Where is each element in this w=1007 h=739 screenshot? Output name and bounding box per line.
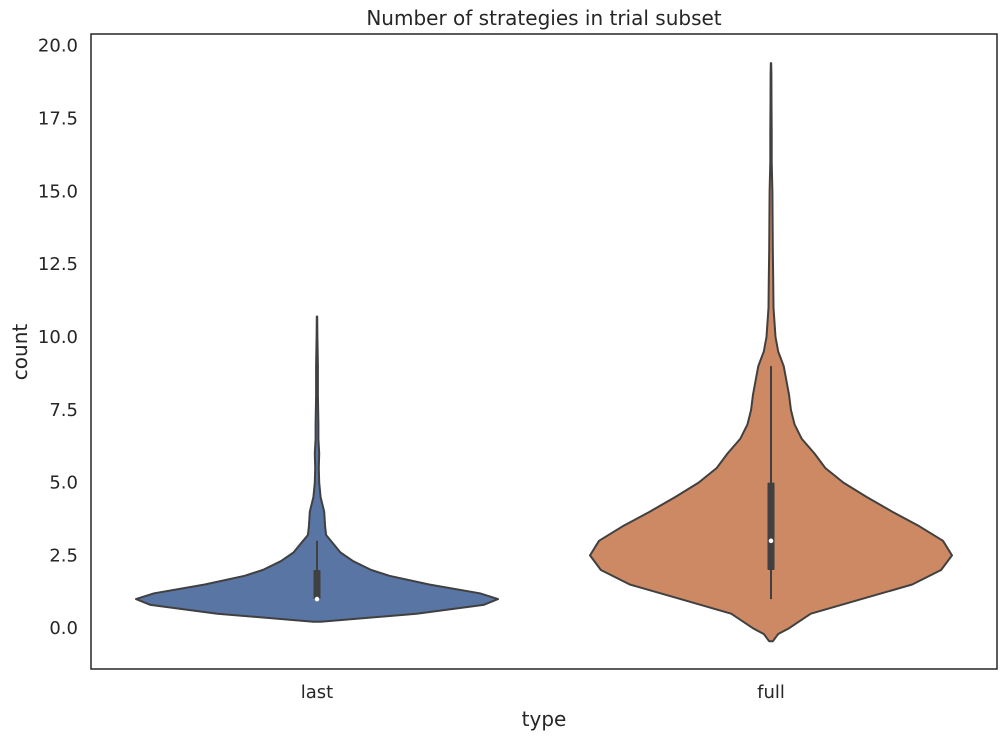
- x-tick-label: last: [301, 682, 333, 703]
- y-axis-ticks: 0.0 2.5 5.0 7.5 10.0 12.5 15.0 17.5 20.0: [38, 36, 78, 640]
- x-axis-ticks: last full: [301, 682, 785, 703]
- x-tick-label: full: [757, 682, 785, 703]
- y-tick-label: 17.5: [38, 108, 78, 129]
- y-axis-label: count: [8, 324, 32, 381]
- chart-title: Number of strategies in trial subset: [366, 6, 721, 30]
- violin-full: [589, 62, 953, 643]
- y-tick-label: 10.0: [38, 327, 78, 348]
- median-marker-last: [314, 596, 320, 602]
- y-tick-label: 0.0: [49, 618, 78, 639]
- median-marker-full: [768, 538, 774, 544]
- violin-last: [135, 315, 499, 623]
- plot-area: [135, 62, 953, 643]
- y-tick-label: 20.0: [38, 36, 78, 57]
- y-tick-label: 12.5: [38, 254, 78, 275]
- iqr-box-last: [313, 569, 321, 600]
- y-tick-label: 2.5: [49, 545, 78, 566]
- y-tick-label: 7.5: [49, 400, 78, 421]
- y-tick-label: 5.0: [49, 473, 78, 494]
- x-axis-label: type: [522, 707, 567, 731]
- iqr-box-full: [767, 482, 775, 570]
- y-tick-label: 15.0: [38, 181, 78, 202]
- plot-frame: [90, 33, 998, 670]
